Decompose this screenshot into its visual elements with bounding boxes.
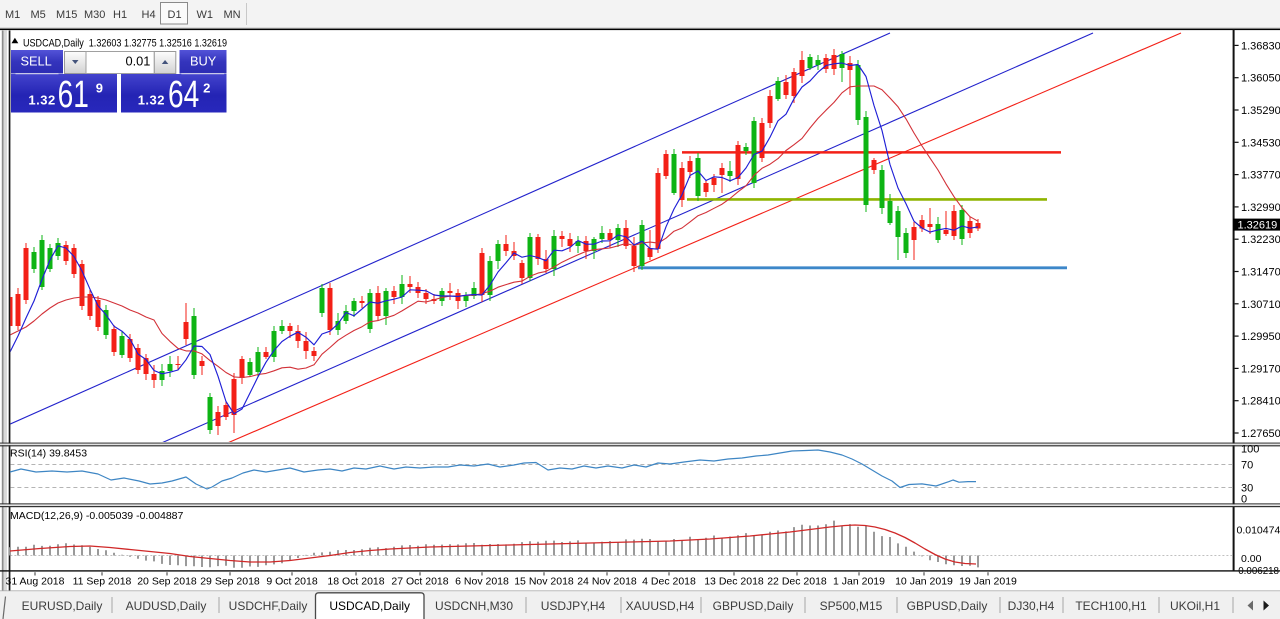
svg-text:MN: MN — [224, 9, 241, 21]
svg-text:M30: M30 — [84, 9, 105, 21]
svg-text:100: 100 — [1241, 444, 1259, 456]
svg-text:BUY: BUY — [190, 53, 217, 68]
svg-text:27 Oct 2018: 27 Oct 2018 — [391, 576, 448, 588]
svg-text:M5: M5 — [31, 9, 46, 21]
svg-text:9 Oct 2018: 9 Oct 2018 — [266, 576, 318, 588]
svg-text:1.30710: 1.30710 — [1241, 299, 1280, 311]
svg-text:USDCHF,Daily: USDCHF,Daily — [229, 599, 308, 613]
svg-text:DJ30,H4: DJ30,H4 — [1008, 599, 1055, 613]
svg-text:GBPUSD,Daily: GBPUSD,Daily — [713, 599, 794, 613]
svg-text:1.32: 1.32 — [28, 92, 55, 107]
svg-text:H1: H1 — [113, 9, 127, 21]
svg-text:H4: H4 — [142, 9, 156, 21]
svg-text:1.32619: 1.32619 — [1238, 219, 1278, 231]
svg-text:10 Jan 2019: 10 Jan 2019 — [895, 576, 953, 588]
svg-text:RSI(14) 39.8453: RSI(14) 39.8453 — [10, 448, 87, 460]
svg-text:0: 0 — [1241, 494, 1247, 506]
svg-text:XAUUSD,H4: XAUUSD,H4 — [626, 599, 695, 613]
svg-text:29 Sep 2018: 29 Sep 2018 — [200, 576, 260, 588]
svg-text:31 Aug 2018: 31 Aug 2018 — [6, 576, 65, 588]
svg-text:1.32990: 1.32990 — [1241, 202, 1280, 214]
svg-text:1.36050: 1.36050 — [1241, 73, 1280, 85]
svg-text:1.35290: 1.35290 — [1241, 105, 1280, 117]
svg-text:1.29170: 1.29170 — [1241, 363, 1280, 375]
svg-text:1.29950: 1.29950 — [1241, 331, 1280, 343]
svg-text:1.31470: 1.31470 — [1241, 267, 1280, 279]
svg-text:M1: M1 — [5, 9, 20, 21]
svg-text:0.010474: 0.010474 — [1237, 525, 1280, 537]
svg-text:M15: M15 — [56, 9, 77, 21]
svg-text:61: 61 — [58, 74, 89, 116]
svg-text:22 Dec 2018: 22 Dec 2018 — [767, 576, 827, 588]
svg-text:D1: D1 — [168, 9, 182, 21]
svg-text:EURUSD,Daily: EURUSD,Daily — [22, 599, 103, 613]
svg-text:1.32230: 1.32230 — [1241, 234, 1280, 246]
svg-text:USDJPY,H4: USDJPY,H4 — [541, 599, 606, 613]
svg-text:30: 30 — [1241, 483, 1253, 495]
svg-text:1 Jan 2019: 1 Jan 2019 — [833, 576, 885, 588]
svg-text:15 Nov 2018: 15 Nov 2018 — [514, 576, 574, 588]
svg-text:1.32: 1.32 — [138, 92, 165, 107]
svg-text:1.34530: 1.34530 — [1241, 137, 1280, 149]
svg-text:USDCAD,Daily 1.32603 1.32775: USDCAD,Daily 1.32603 1.32775 1.32516 1.3… — [23, 38, 227, 50]
svg-text:19 Jan 2019: 19 Jan 2019 — [959, 576, 1017, 588]
svg-text:20 Sep 2018: 20 Sep 2018 — [137, 576, 197, 588]
svg-text:70: 70 — [1241, 460, 1253, 472]
svg-text:6 Nov 2018: 6 Nov 2018 — [455, 576, 509, 588]
svg-text:11 Sep 2018: 11 Sep 2018 — [73, 576, 132, 588]
svg-text:24 Nov 2018: 24 Nov 2018 — [577, 576, 637, 588]
svg-text:SP500,M15: SP500,M15 — [820, 599, 883, 613]
svg-text:1.36830: 1.36830 — [1241, 40, 1280, 52]
svg-text:GBPUSD,Daily: GBPUSD,Daily — [907, 599, 988, 613]
svg-text:4 Dec 2018: 4 Dec 2018 — [642, 576, 696, 588]
svg-text:18 Oct 2018: 18 Oct 2018 — [327, 576, 384, 588]
svg-text:13 Dec 2018: 13 Dec 2018 — [704, 576, 764, 588]
svg-text:UKOil,H1: UKOil,H1 — [1170, 599, 1220, 613]
svg-text:0.01: 0.01 — [125, 53, 150, 68]
svg-text:1.27650: 1.27650 — [1241, 428, 1280, 440]
svg-text:W1: W1 — [197, 9, 214, 21]
svg-text:9: 9 — [96, 80, 103, 95]
svg-text:MACD(12,26,9) -0.005039 -0.004: MACD(12,26,9) -0.005039 -0.004887 — [10, 510, 184, 522]
svg-text:64: 64 — [168, 74, 199, 116]
svg-text:AUDUSD,Daily: AUDUSD,Daily — [126, 599, 207, 613]
svg-text:1.28410: 1.28410 — [1241, 396, 1280, 408]
svg-text:2: 2 — [203, 80, 210, 95]
svg-text:1.33770: 1.33770 — [1241, 170, 1280, 182]
svg-text:USDCNH,M30: USDCNH,M30 — [435, 599, 513, 613]
svg-text:TECH100,H1: TECH100,H1 — [1075, 599, 1147, 613]
svg-text:0.00: 0.00 — [1241, 553, 1262, 565]
svg-text:SELL: SELL — [20, 53, 51, 68]
svg-text:USDCAD,Daily: USDCAD,Daily — [329, 599, 410, 613]
